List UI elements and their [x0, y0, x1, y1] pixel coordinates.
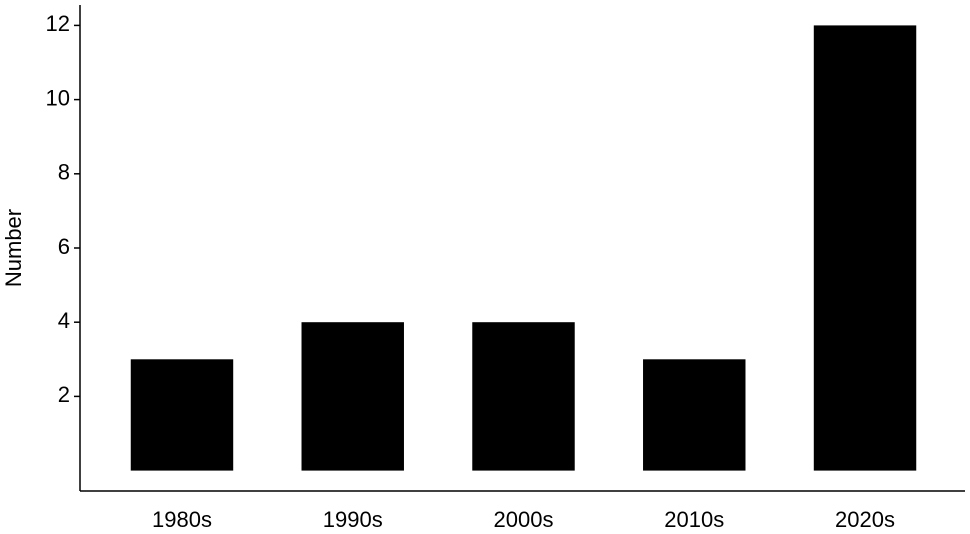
x-tick-label: 2020s [835, 507, 895, 532]
y-tick-label: 12 [46, 11, 70, 36]
bar [472, 322, 575, 471]
y-tick-label: 2 [58, 382, 70, 407]
bar [643, 359, 746, 471]
y-tick-label: 8 [58, 160, 70, 185]
y-tick-label: 10 [46, 85, 70, 110]
bar [813, 25, 917, 471]
x-tick-label: 1990s [323, 507, 383, 532]
bar [301, 322, 404, 471]
bar [130, 359, 234, 471]
y-tick-label: 6 [58, 234, 70, 259]
y-axis-label: Number [1, 209, 26, 287]
x-tick-label: 1980s [152, 507, 212, 532]
x-tick-label: 2000s [494, 507, 554, 532]
x-tick-label: 2010s [664, 507, 724, 532]
y-tick-label: 4 [58, 308, 70, 333]
